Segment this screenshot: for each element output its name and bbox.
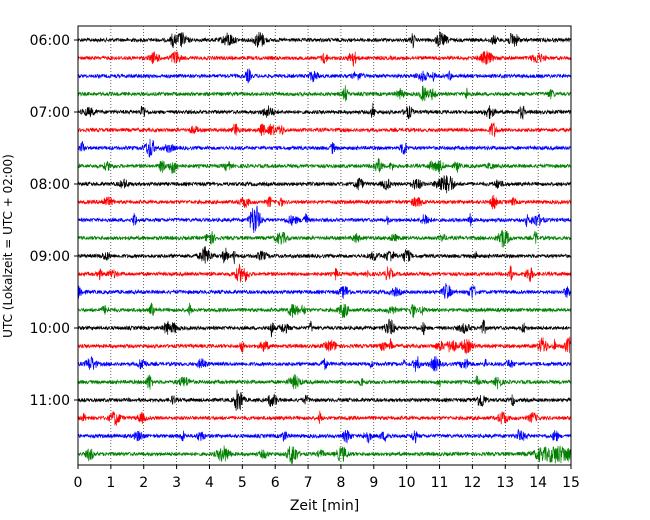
trace-195min [77,263,572,283]
x-axis-ticks: 0 1 2 3 4 5 6 7 8 9 10 11 12 13 14 15 [74,465,580,491]
x-tick-label-0: 0 [74,475,83,491]
x-axis-label: Zeit [min] [290,498,359,514]
x-tick-label-11: 11 [431,475,449,491]
trace-240min [77,318,572,338]
trace-270min [77,355,572,372]
x-tick-label-7: 7 [304,475,313,491]
y-axis-ticks: 06:00 07:00 08:00 09:00 10:00 11:00 [30,33,78,409]
x-tick-label-4: 4 [205,475,214,491]
y-axis-label: UTC (Lokalzeit = UTC + 02:00) [1,154,15,338]
trace-0min [77,30,572,49]
y-tick-label-11:00: 11:00 [30,393,70,409]
x-tick-label-15: 15 [562,475,580,491]
x-tick-label-12: 12 [463,475,481,491]
plot-frame [77,25,572,466]
trace-210min [77,283,572,299]
grid-lines [110,26,539,465]
trace-45min [77,85,572,102]
trace-300min [77,389,572,411]
trace-105min [77,157,572,174]
x-tick-label-2: 2 [139,475,148,491]
trace-330min [77,429,572,444]
x-tick-label-9: 9 [369,475,378,491]
y-tick-label-09:00: 09:00 [30,249,70,265]
trace-90min [77,138,572,158]
trace-75min [77,122,572,137]
trace-345min [77,445,572,465]
y-tick-label-10:00: 10:00 [30,321,70,337]
trace-180min [77,246,572,265]
x-tick-label-5: 5 [238,475,247,491]
x-tick-label-1: 1 [106,475,115,491]
trace-315min [77,410,572,426]
y-tick-label-07:00: 07:00 [30,105,70,121]
x-tick-label-6: 6 [271,475,280,491]
x-tick-label-10: 10 [398,475,416,491]
seismogram-traces [77,30,572,465]
trace-120min [77,175,572,194]
trace-165min [77,230,572,248]
y-tick-label-08:00: 08:00 [30,177,70,193]
y-tick-label-06:00: 06:00 [30,33,70,49]
x-tick-label-8: 8 [336,475,345,491]
trace-30min [77,68,572,84]
trace-135min [77,194,572,210]
trace-60min [77,102,572,120]
trace-255min [77,336,572,355]
trace-225min [77,302,572,319]
trace-150min [77,205,572,234]
x-tick-label-3: 3 [172,475,181,491]
trace-15min [77,50,572,67]
x-tick-label-13: 13 [496,475,514,491]
trace-285min [77,374,572,390]
x-tick-label-14: 14 [529,475,547,491]
